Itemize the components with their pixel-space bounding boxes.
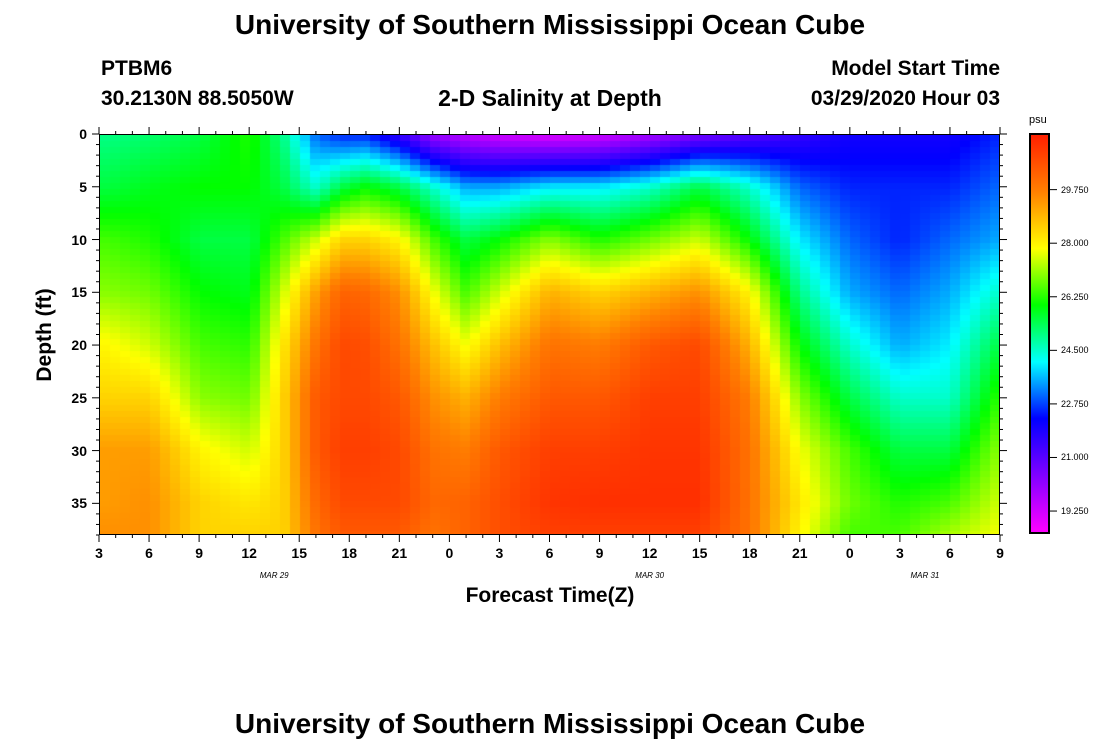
colorbar-tick-label: 22.750 <box>1061 398 1089 409</box>
colorbar-tick-label: 19.250 <box>1061 506 1089 517</box>
x-tick-label: 3 <box>95 545 103 561</box>
x-tick-label: 21 <box>391 545 408 561</box>
x-tick-label: 6 <box>946 545 954 561</box>
colorbar-tick-label: 28.000 <box>1061 238 1089 249</box>
x-axis-label: Forecast Time(Z) <box>465 584 635 607</box>
station-coords: 30.2130N 88.5050W <box>101 87 294 110</box>
date-label: MAR 31 <box>910 571 940 580</box>
colorbar-unit: psu <box>1029 114 1047 126</box>
y-tick-label: 25 <box>71 389 87 406</box>
y-tick-label: 30 <box>71 442 87 459</box>
y-tick-label: 15 <box>71 284 87 301</box>
y-tick-label: 5 <box>79 178 87 195</box>
date-label: MAR 29 <box>259 571 289 580</box>
y-tick-label: 0 <box>79 126 87 142</box>
y-tick-label: 35 <box>71 495 87 512</box>
salinity-heatmap-plot <box>99 134 1000 535</box>
colorbar-ticks <box>1050 189 1057 512</box>
x-tick-label: 21 <box>791 545 808 561</box>
colorbar <box>1029 133 1050 534</box>
x-tick-label: 12 <box>641 545 658 561</box>
x-tick-label: 3 <box>495 545 504 561</box>
bottom-title: University of Southern Mississippi Ocean… <box>234 708 866 739</box>
x-tick-label: 0 <box>845 545 854 561</box>
x-tick-label: 18 <box>341 545 358 561</box>
salinity-heatmap <box>100 135 999 534</box>
colorbar-tick-label: 26.250 <box>1061 291 1089 302</box>
y-axis-label: Depth (ft) <box>33 288 56 382</box>
x-tick-label: 18 <box>741 545 758 561</box>
x-tick-label: 6 <box>145 545 153 561</box>
x-tick-label: 9 <box>595 545 604 561</box>
x-tick-label: 0 <box>445 545 454 561</box>
model-start-label: Model Start Time <box>831 57 1000 80</box>
colorbar-tick-label: 21.000 <box>1061 452 1089 463</box>
chart-title: 2-D Salinity at Depth <box>438 85 662 111</box>
x-tick-label: 12 <box>241 545 257 561</box>
x-tick-label: 9 <box>996 545 1004 561</box>
x-tick-label: 15 <box>691 545 708 561</box>
date-label: MAR 30 <box>635 571 665 580</box>
x-tick-label: 3 <box>895 545 904 561</box>
colorbar-tick-label: 24.500 <box>1061 345 1089 356</box>
model-start-value: 03/29/2020 Hour 03 <box>810 87 1000 110</box>
top-title: University of Southern Mississippi Ocean… <box>234 9 866 40</box>
colorbar-tick-label: 29.750 <box>1061 184 1089 195</box>
y-tick-label: 10 <box>71 231 87 248</box>
x-tick-label: 6 <box>545 545 554 561</box>
x-tick-label: 15 <box>291 545 308 561</box>
station-id: PTBM6 <box>101 57 173 80</box>
x-tick-label: 9 <box>195 545 204 561</box>
y-tick-label: 20 <box>71 337 87 354</box>
